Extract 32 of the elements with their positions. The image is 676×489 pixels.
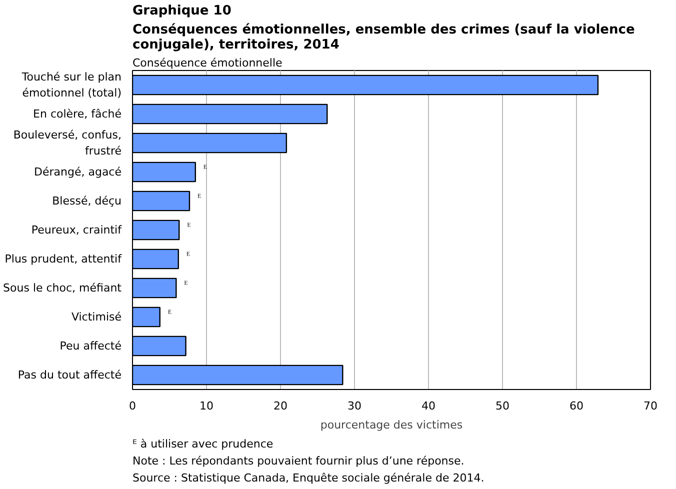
- x-tick-label: 40: [422, 400, 436, 412]
- x-axis-title: pourcentage des victimes: [320, 418, 463, 432]
- y-tick-label: Victimisé: [71, 310, 122, 324]
- data-label: ᴱ: [197, 192, 202, 204]
- x-tick-label: 10: [200, 400, 214, 412]
- x-tick-label: 20: [274, 400, 288, 412]
- y-tick-label: Bouleversé, confus, frustré: [13, 128, 122, 158]
- x-tick-label: 70: [644, 400, 658, 412]
- x-tick-label: 30: [348, 400, 362, 412]
- data-label: ᴱ: [184, 280, 188, 290]
- y-tick-label: Dérangé, agacé: [34, 166, 122, 178]
- y-tick-label: Touché sur le plan émotionnel (total): [20, 70, 122, 100]
- y-tick-label: Sous le choc, méfiant: [3, 282, 122, 294]
- data-label: ᴱ: [203, 164, 208, 174]
- data-label: ᴱ: [186, 250, 190, 262]
- y-tick-label: Plus prudent, attentif: [4, 252, 123, 266]
- data-label: ᴱ: [187, 222, 192, 232]
- y-tick-label: Pas du tout affecté: [18, 368, 122, 382]
- data-label: ᴱ: [168, 308, 172, 320]
- y-tick-label: Blessé, déçu: [52, 194, 122, 208]
- y-tick-label: Peureux, craintif: [31, 224, 123, 236]
- x-tick-label: 0: [129, 400, 136, 412]
- source-note: Source : Statistique Canada, Enquête sociale générale de 2014.: [132, 472, 484, 484]
- y-tick-label: En colère, fâché: [33, 108, 122, 120]
- text: ᴱ à utiliser avec prudence: [132, 438, 274, 450]
- y-axis-title: Conséquence émotionnelle: [132, 56, 283, 70]
- x-tick-label: 50: [496, 400, 510, 412]
- chart-title: Graphique 10: [132, 4, 232, 18]
- y-tick-label: Peu affecté: [60, 340, 122, 352]
- chart-subtitle: Conséquences émotionnelles, ensemble des crimes (sauf la violence conjugale), territoires, 2014: [132, 22, 635, 52]
- x-tick-label: 60: [570, 400, 584, 412]
- text: Note : Les répondants pouvaient fournir plus d’une réponse.: [132, 454, 464, 468]
